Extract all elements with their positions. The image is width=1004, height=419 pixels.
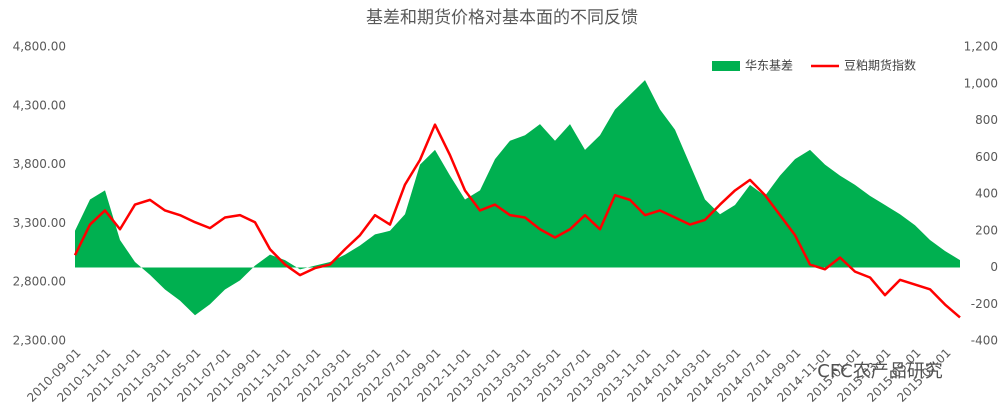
y-tick-label: 3,800.00 — [13, 157, 66, 171]
watermark: CFC农产品研究 — [817, 361, 943, 382]
legend-swatch — [712, 61, 740, 71]
y-tick-label: 4,800.00 — [13, 40, 66, 54]
y-tick-label: 3,300.00 — [13, 216, 66, 230]
y2-tick-label: -200 — [971, 297, 998, 311]
basis-area — [75, 80, 960, 316]
legend-label: 华东基差 — [745, 59, 793, 73]
y-tick-label: 2,800.00 — [13, 275, 66, 289]
y2-tick-label: 1,200 — [964, 40, 998, 54]
y2-tick-label: 600 — [975, 150, 998, 164]
y2-tick-label: -400 — [971, 334, 998, 348]
legend-label: 豆粕期货指数 — [844, 58, 916, 73]
y-tick-label: 2,300.00 — [13, 334, 66, 348]
price-line — [73, 123, 961, 319]
y2-tick-label: 400 — [975, 187, 998, 201]
y2-tick-label: 200 — [975, 223, 998, 237]
chart-title: 基差和期货价格对基本面的不同反馈 — [366, 8, 638, 28]
y2-tick-label: 800 — [975, 113, 998, 127]
y2-tick-label: 0 — [990, 260, 998, 274]
y2-tick-label: 1,000 — [964, 76, 998, 90]
y-tick-label: 4,300.00 — [13, 98, 66, 112]
